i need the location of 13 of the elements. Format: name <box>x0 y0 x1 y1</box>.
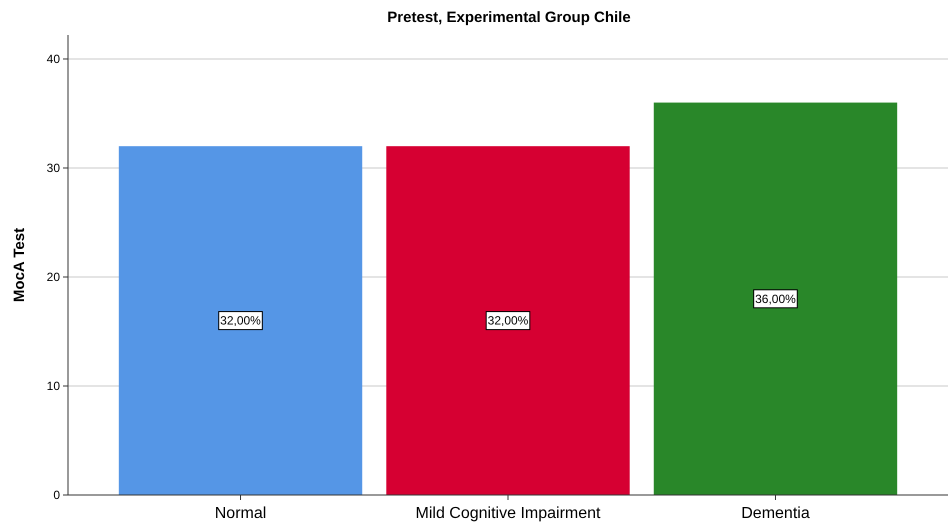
y-axis-title: MocA Test <box>11 228 28 302</box>
data-label: 32,00% <box>488 314 529 328</box>
chart-title: Pretest, Experimental Group Chile <box>387 9 631 26</box>
y-tick-label: 0 <box>53 488 60 502</box>
y-tick-label: 20 <box>46 270 60 284</box>
y-tick-label: 10 <box>46 378 60 393</box>
data-label: 32,00% <box>220 314 262 328</box>
x-tick-label: Normal <box>214 505 266 522</box>
data-label: 36,00% <box>755 292 796 306</box>
x-tick-label: Dementia <box>741 505 810 522</box>
x-tick-label: Mild Cognitive Impairment <box>416 505 602 522</box>
y-tick-label: 40 <box>46 52 60 66</box>
y-tick-label: 30 <box>46 160 60 175</box>
